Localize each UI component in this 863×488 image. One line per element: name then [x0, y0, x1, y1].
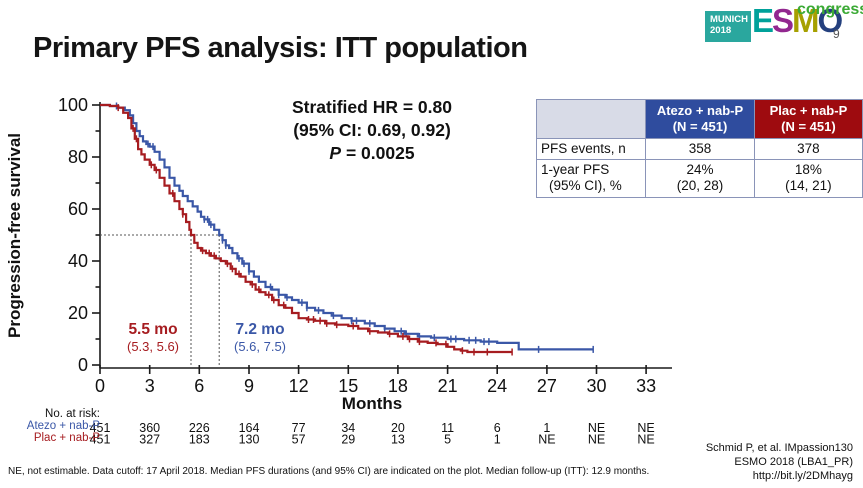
- x-tick-label: 30: [586, 376, 606, 396]
- esmo-logo: ESMO: [752, 2, 844, 40]
- risk-count: 130: [239, 433, 260, 447]
- x-tick-label: 18: [388, 376, 408, 396]
- x-tick-label: 33: [636, 376, 656, 396]
- pfs-events-atezo: 358: [645, 137, 755, 161]
- results-table: Atezo + nab-P (N = 451) Plac + nab-P (N = …: [535, 99, 863, 198]
- x-tick-label: 21: [438, 376, 458, 396]
- risk-count: NE: [588, 421, 605, 435]
- p-value: = 0.0025: [341, 142, 415, 163]
- y-tick-label: 60: [68, 199, 88, 219]
- venue-year: 2018: [710, 24, 732, 36]
- citation-authors: Schmid P, et al. IMpassion130: [705, 442, 853, 454]
- footnote: NE, not estimable. Data cutoff: 17 April…: [8, 466, 650, 477]
- risk-count: 57: [292, 433, 306, 447]
- citation-meeting: ESMO 2018 (LBA1_PR): [734, 455, 853, 468]
- table-row: PFS events, n 358 378: [535, 137, 863, 161]
- risk-count: 327: [139, 433, 160, 447]
- col-header-n: (N = 451): [672, 119, 728, 134]
- col-header-n: (N = 451): [781, 119, 836, 134]
- risk-count: NE: [637, 421, 654, 435]
- hr-ci-line: (95% CI: 0.69, 0.92): [293, 119, 451, 140]
- km-curve: [100, 103, 594, 351]
- risk-row-label-plac: Plac + nab-P: [33, 432, 100, 444]
- row-label: PFS events, n: [535, 137, 647, 161]
- one-year-pfs-atezo: 24% (20, 28): [645, 159, 755, 198]
- esmo-letter: M: [792, 2, 819, 39]
- table-row: 1-year PFS (95% CI), % 24% (20, 28) 18% (14…: [535, 159, 863, 198]
- risk-count: 13: [391, 433, 405, 447]
- hazard-ratio-annotation: Stratified HR = 0.80 (95% CI: 0.69, 0.92…: [252, 96, 492, 164]
- risk-count: 451: [90, 433, 111, 447]
- p-symbol: P: [329, 142, 342, 163]
- x-tick-label: 3: [145, 376, 155, 396]
- median-value-atezo: 7.2 mo: [235, 321, 285, 338]
- risk-count: 5: [444, 433, 451, 447]
- x-tick-label: 12: [289, 376, 309, 396]
- risk-count: 164: [239, 421, 260, 435]
- y-axis-label: Progression-free survival: [5, 132, 24, 338]
- esmo-venue-badge: MUNICH 2018: [705, 11, 751, 42]
- y-tick-label: 40: [68, 251, 88, 271]
- risk-row-label-atezo: Atezo + nab-P: [26, 420, 100, 432]
- median-annotation-plac: 5.5 mo (5.3, 5.6): [105, 320, 201, 356]
- risk-count: 451: [90, 421, 111, 435]
- median-annotation-atezo: 7.2 mo (5.6, 7.5): [212, 320, 308, 356]
- esmo-letter: E: [752, 2, 774, 39]
- y-tick-label: 20: [68, 303, 88, 323]
- page-title: Primary PFS analysis: ITT population: [33, 32, 528, 64]
- results-header-row: Atezo + nab-P (N = 451) Plac + nab-P (N = …: [535, 99, 863, 139]
- row-label: 1-year PFS (95% CI), %: [535, 159, 647, 198]
- risk-count: 226: [189, 421, 210, 435]
- km-plot-svg: 0204060801000451451336032762261839164130…: [58, 95, 672, 447]
- citation: Schmid P, et al. IMpassion130 ESMO 2018 …: [706, 442, 853, 483]
- congress-label: congress: [797, 1, 863, 18]
- results-corner-cell: [535, 99, 647, 139]
- risk-count: 1: [543, 421, 550, 435]
- hr-line: Stratified HR = 0.80: [292, 97, 452, 117]
- x-axis-label: Months: [341, 394, 403, 413]
- esmo-letter: O: [817, 2, 844, 39]
- results-col-header: Plac + nab-P (N = 451): [753, 99, 863, 139]
- risk-count: NE: [588, 433, 605, 447]
- risk-count: 20: [391, 421, 405, 435]
- col-header-name: Plac + nab-P: [769, 103, 848, 119]
- risk-count: NE: [538, 433, 555, 447]
- risk-count: NE: [637, 433, 654, 447]
- median-ci-plac: (5.3, 5.6): [126, 339, 180, 355]
- risk-count: 360: [139, 421, 160, 435]
- x-tick-label: 15: [338, 376, 358, 396]
- x-tick-label: 9: [244, 376, 254, 396]
- x-tick-label: 27: [537, 376, 557, 396]
- one-year-pfs-plac: 18% (14, 21): [753, 159, 863, 198]
- venue-city: MUNICH: [710, 14, 748, 25]
- risk-count: 1: [494, 433, 501, 447]
- risk-table-title: No. at risk:: [45, 408, 100, 420]
- median-value-plac: 5.5 mo: [128, 321, 178, 338]
- citation-link[interactable]: http://bit.ly/2DMhayg: [752, 469, 853, 482]
- risk-count: 6: [494, 421, 501, 435]
- pfs-events-plac: 378: [753, 137, 863, 161]
- col-header-name: Atezo + nab-P: [656, 103, 744, 119]
- median-ci-atezo: (5.6, 7.5): [233, 339, 287, 355]
- x-tick-label: 24: [487, 376, 507, 396]
- p-value-line: P = 0.0025: [252, 142, 492, 165]
- y-tick-label: 100: [58, 95, 88, 115]
- x-tick-label: 6: [194, 376, 204, 396]
- risk-count: 29: [341, 433, 355, 447]
- risk-count: 77: [292, 421, 306, 435]
- risk-count: 11: [441, 421, 454, 435]
- km-curve: [100, 103, 513, 354]
- esmo-letter: S: [772, 2, 794, 39]
- x-tick-label: 0: [95, 376, 105, 396]
- risk-count: 34: [341, 421, 355, 435]
- y-tick-label: 80: [68, 147, 88, 167]
- slide-page-number: 9: [833, 27, 840, 41]
- risk-count: 183: [189, 433, 210, 447]
- y-tick-label: 0: [78, 355, 88, 375]
- results-col-header: Atezo + nab-P (N = 451): [645, 99, 755, 139]
